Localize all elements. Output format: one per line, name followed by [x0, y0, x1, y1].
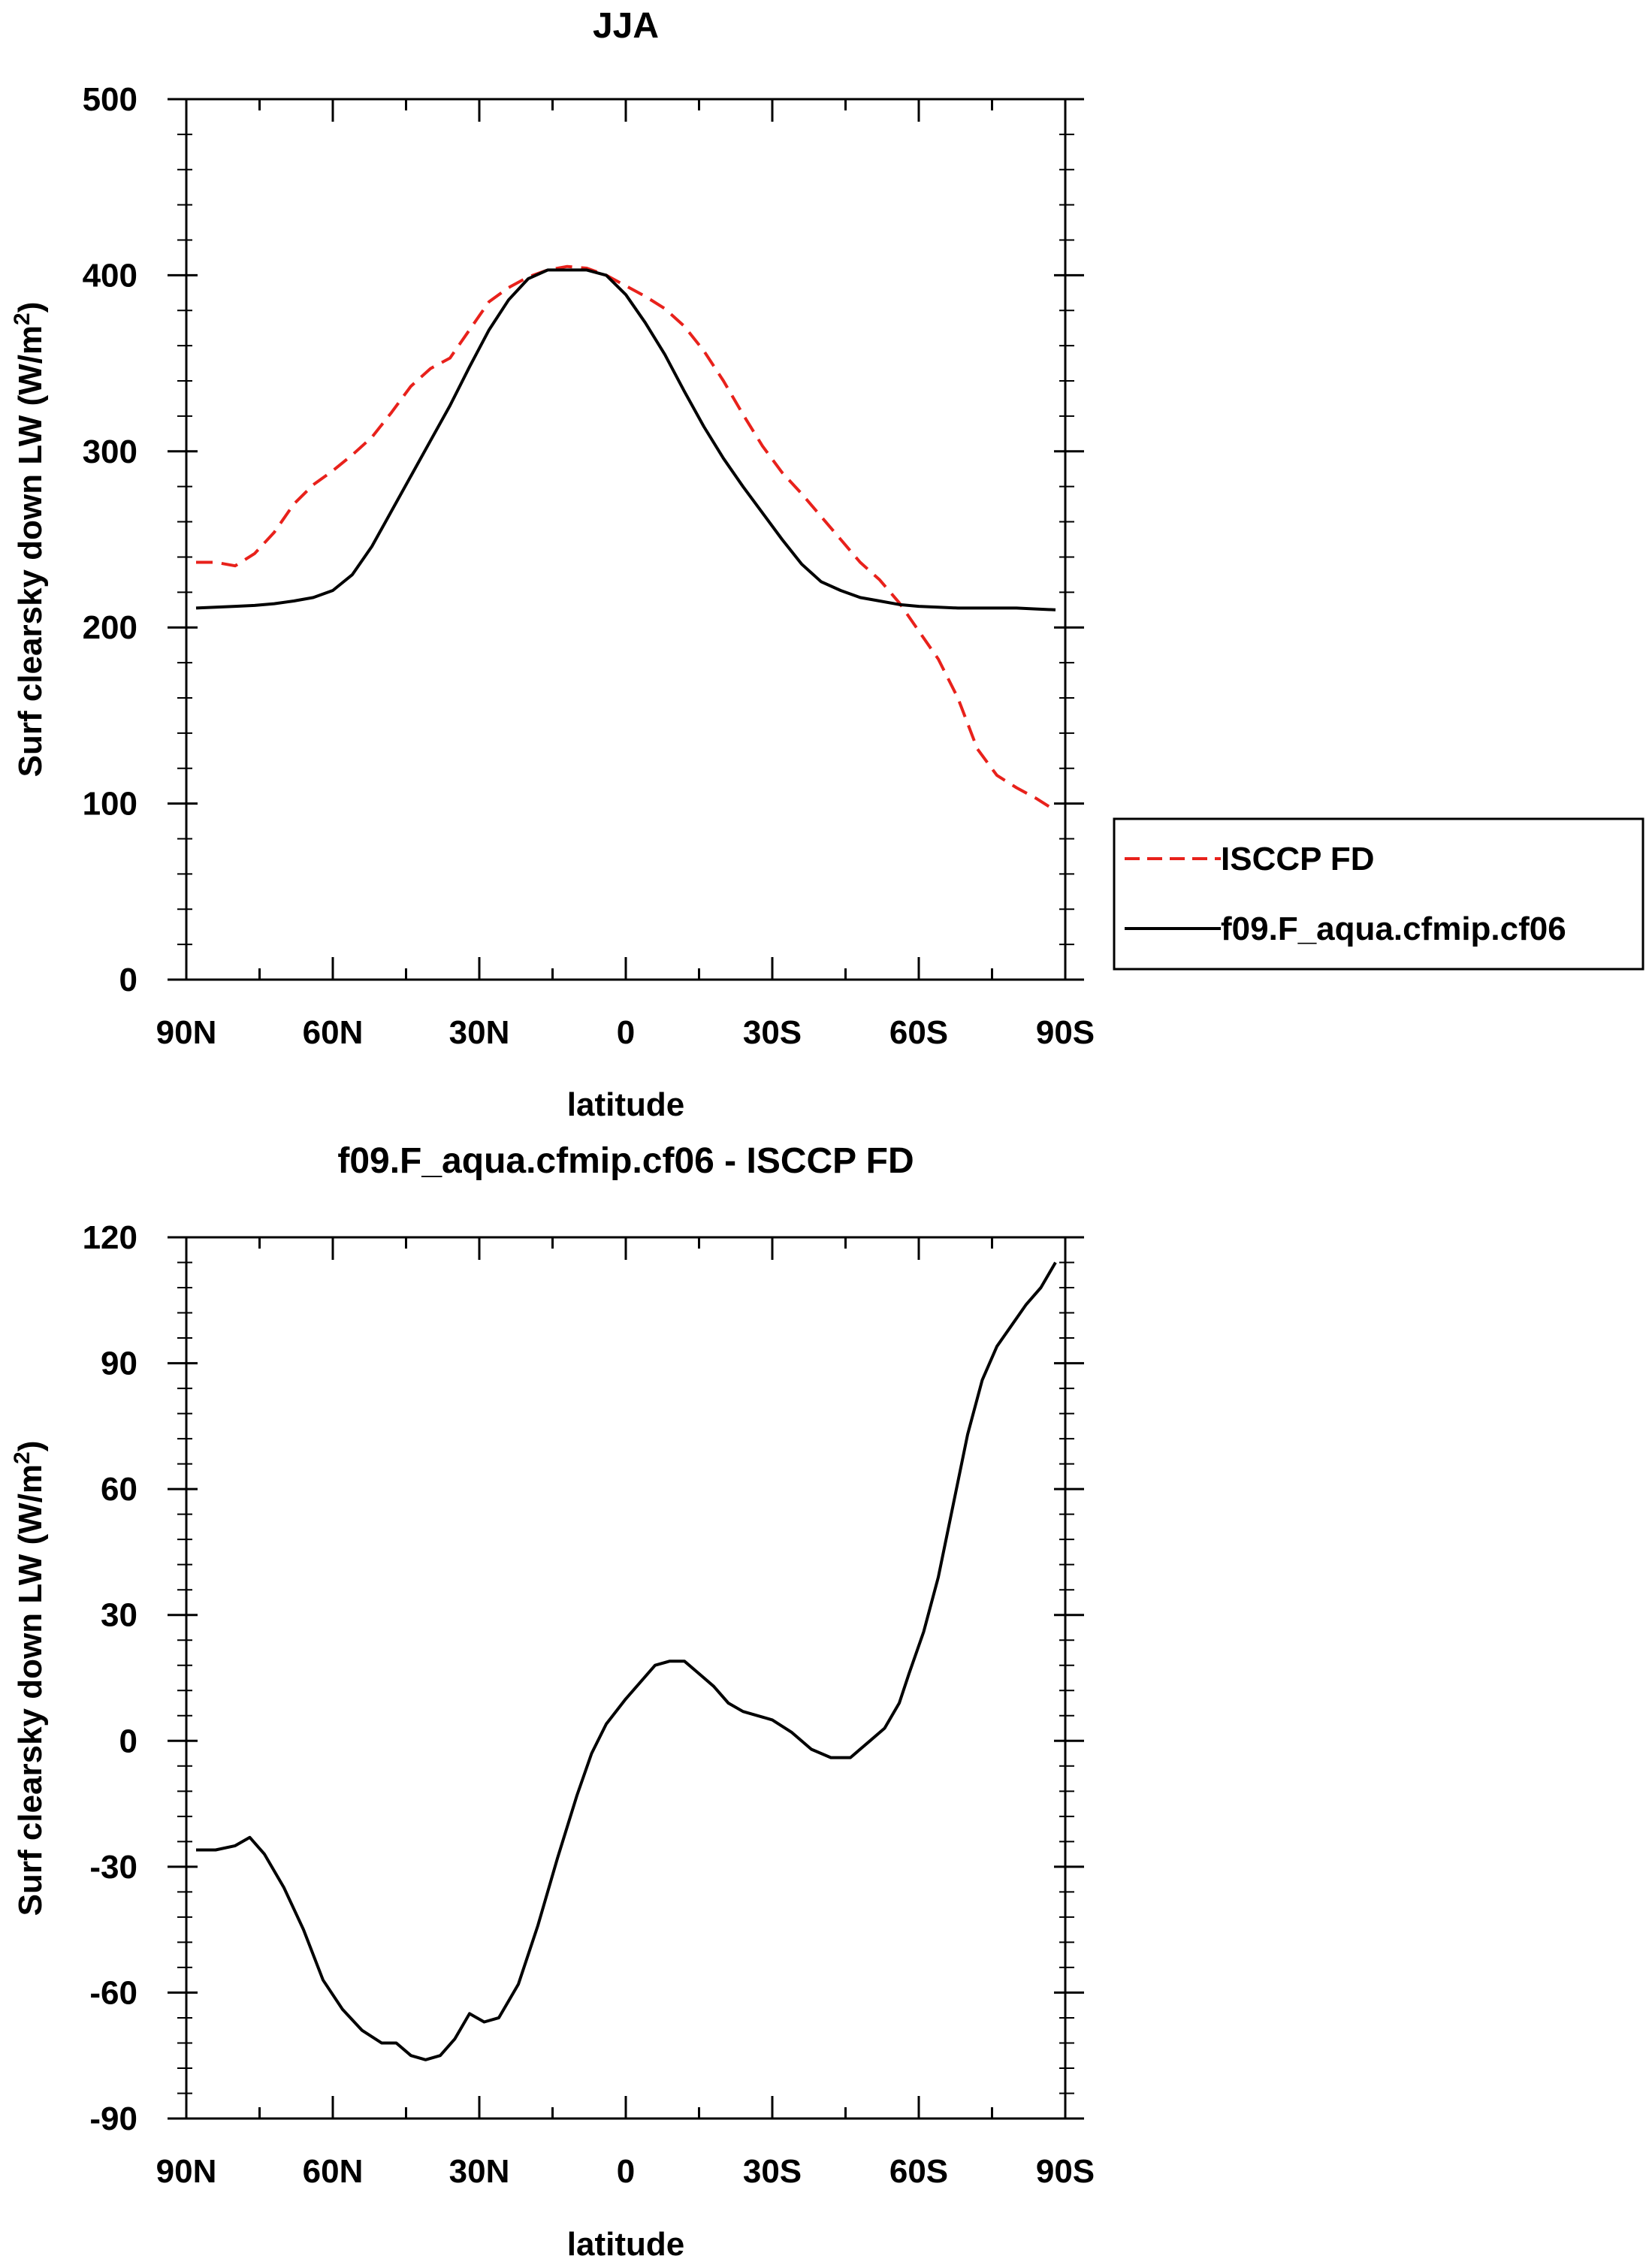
y-tick-label: 90 [101, 1345, 137, 1382]
y-tick-label: 30 [101, 1597, 137, 1634]
x-axis-label: latitude [567, 1086, 684, 1123]
y-tick-labels: 0 100 200 300 400 500 [83, 81, 137, 998]
legend-label-isccp: ISCCP FD [1221, 841, 1375, 877]
legend: ISCCP FD f09.F_aqua.cfmip.cf06 [1113, 817, 1644, 971]
x-tick-label: 0 [617, 2153, 635, 2190]
y-axis-label-close: ) [12, 1441, 49, 1452]
x-tick-label: 30N [449, 1014, 510, 1051]
series-line-f09-f-aqua-cfmip-cf06 [195, 268, 1056, 612]
x-tick-labels: 90N 60N 30N 0 30S 60S 90S [156, 2153, 1095, 2190]
tick-marks [168, 1236, 1084, 2120]
legend-label-model: f09.F_aqua.cfmip.cf06 [1221, 911, 1566, 947]
chart-title: JJA [593, 6, 659, 46]
y-tick-labels: -90 -60 -30 0 30 60 90 120 [83, 1219, 137, 2137]
y-tick-label: 300 [83, 433, 137, 470]
x-tick-label: 90S [1036, 1014, 1095, 1051]
y-tick-label: 500 [83, 81, 137, 118]
x-tick-labels: 90N 60N 30N 0 30S 60S 90S [156, 1014, 1095, 1051]
x-axis-label: latitude [567, 2226, 684, 2262]
x-tick-label: 0 [617, 1014, 635, 1051]
difference-panel: f09.F_aqua.cfmip.cf06 - ISCCP FD -90-60-… [10, 1141, 1095, 2262]
y-axis-label: Surf clearsky down LW (W/m2) [10, 302, 49, 778]
x-tick-label: 30S [743, 1014, 802, 1051]
x-tick-label: 60N [303, 2153, 364, 2190]
y-tick-label: 100 [83, 786, 137, 823]
y-axis-label-main: Surf clearsky down LW (W/m [12, 1464, 49, 1916]
x-tick-label: 60S [889, 1014, 948, 1051]
y-tick-label: 120 [83, 1219, 137, 1256]
x-tick-label: 60S [889, 2153, 948, 2190]
zonal-mean-panel: JJA 0 100 200 300 400 500 90N 60N 30N 0 30S 60S 90S… [10, 6, 1644, 1123]
y-tick-label: 400 [83, 257, 137, 294]
series-line-isccp-fd [196, 264, 1057, 812]
series-group [195, 264, 1057, 812]
y-axis-label-sup: 2 [10, 313, 35, 325]
chart-title: f09.F_aqua.cfmip.cf06 - ISCCP FD [337, 1141, 914, 1181]
y-tick-label: -90 [89, 2100, 137, 2137]
plot-frame [185, 1236, 1067, 2120]
series-group [196, 1261, 1057, 2061]
y-tick-label: -30 [89, 1849, 137, 1886]
y-axis-label-close: ) [12, 302, 49, 313]
y-axis-label: Surf clearsky down LW (W/m2) [10, 1441, 49, 1916]
x-tick-label: 90N [156, 2153, 217, 2190]
y-tick-label: 0 [119, 962, 137, 998]
y-tick-label: 200 [83, 609, 137, 646]
x-tick-label: 30N [449, 2153, 510, 2190]
y-tick-label: -60 [89, 1974, 137, 2011]
y-tick-label: 0 [119, 1723, 137, 1759]
x-tick-label: 90N [156, 1014, 217, 1051]
y-axis-label-main: Surf clearsky down LW (W/m [12, 325, 49, 777]
x-tick-label: 60N [303, 1014, 364, 1051]
y-axis-label-sup: 2 [10, 1451, 35, 1464]
x-tick-label: 90S [1036, 2153, 1095, 2190]
x-tick-label: 30S [743, 2153, 802, 2190]
plot-frame [185, 98, 1067, 981]
series-line-f09-f-aqua-cfmip-cf06-isccp-fd [196, 1261, 1057, 2061]
legend-box [1113, 817, 1644, 971]
y-tick-label: 60 [101, 1471, 137, 1508]
tick-marks [168, 98, 1084, 981]
